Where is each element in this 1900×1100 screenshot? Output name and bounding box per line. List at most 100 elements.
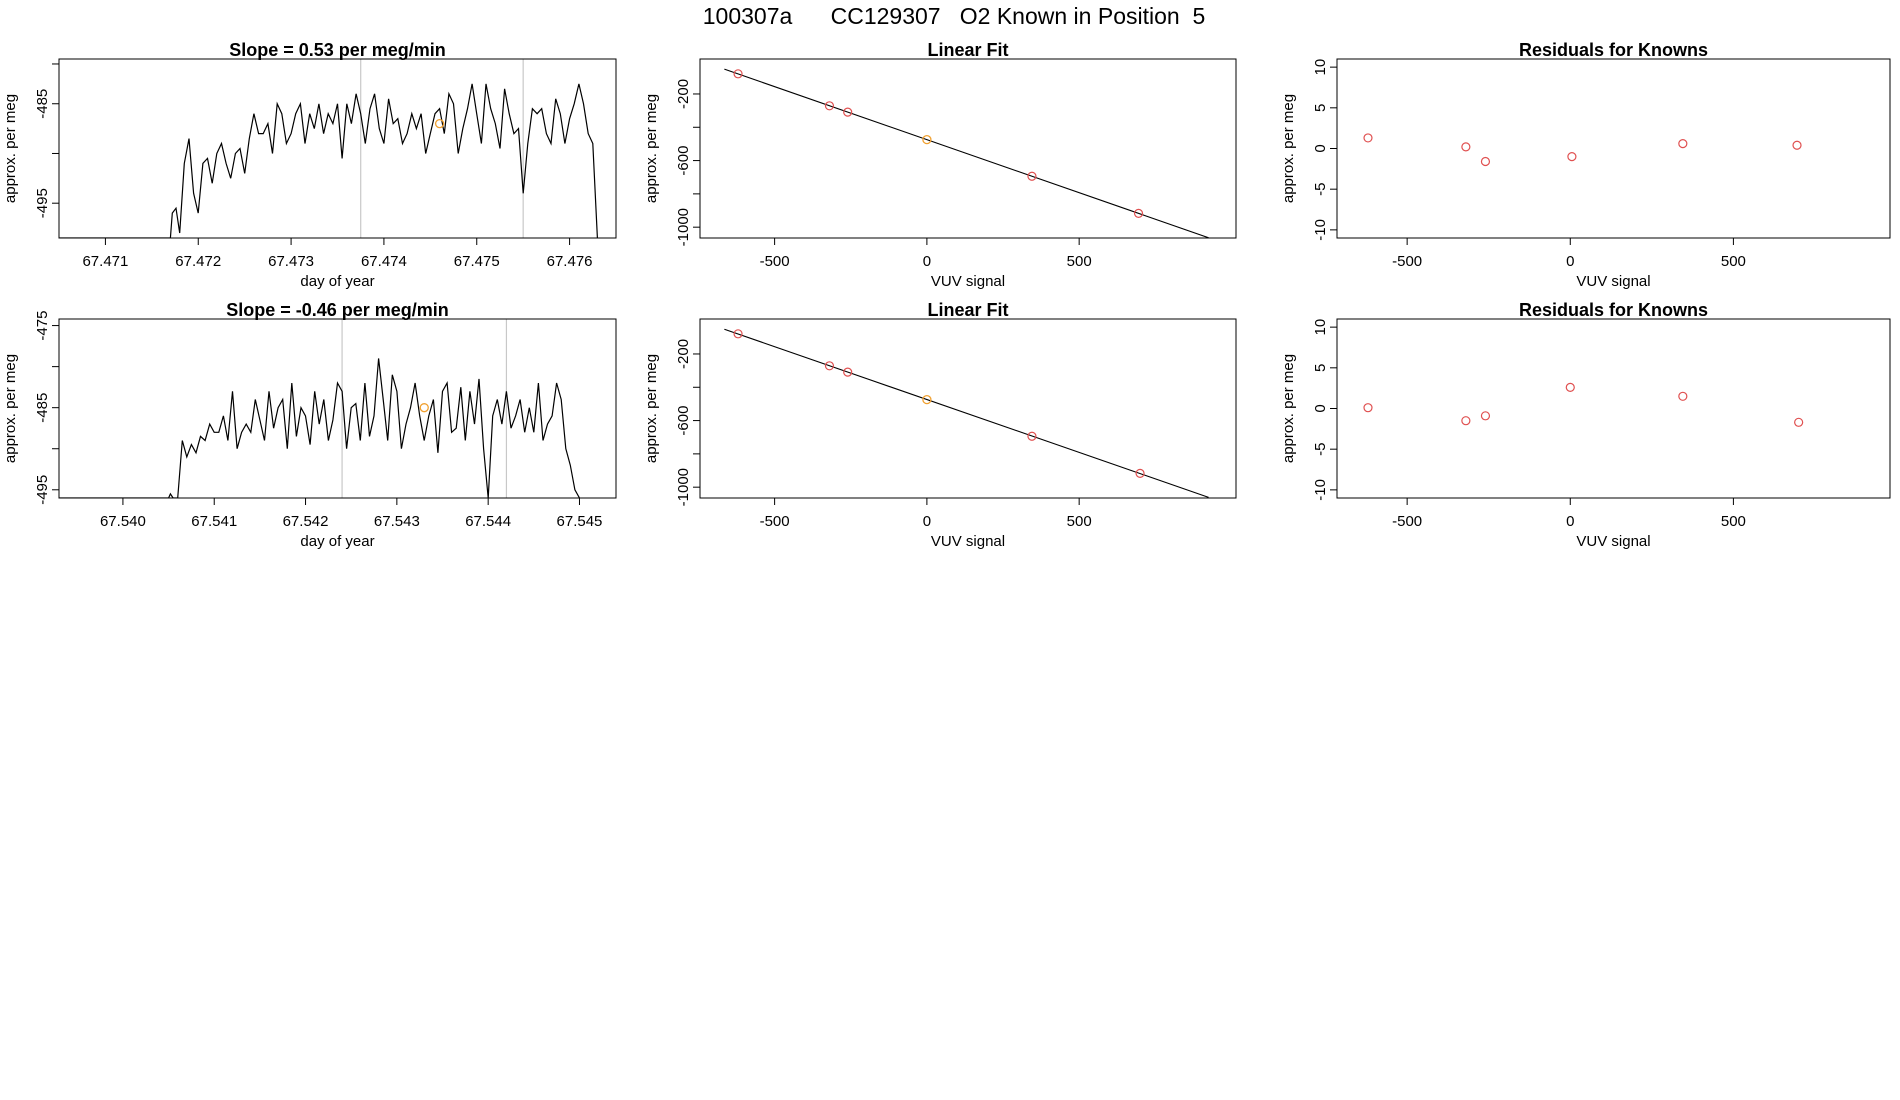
x-axis-label: VUV signal: [1576, 273, 1650, 290]
x-tick-label: -500: [1392, 513, 1422, 530]
panel-fit2: Linear Fit -500 0 500 -1000 -600 -200 VUV signa…: [643, 300, 1237, 550]
plot-area: [59, 59, 598, 238]
plot-area: [59, 319, 581, 498]
y-tick-label: -600: [675, 406, 692, 436]
series-line: [59, 358, 581, 498]
plot-frame: [699, 318, 1237, 499]
y-tick-label: -485: [34, 89, 51, 119]
y-tick-label: -495: [34, 188, 51, 218]
y-axis-label: approx. per meg: [643, 354, 660, 463]
fit-line: [724, 68, 1209, 238]
y-tick-label: -495: [34, 475, 51, 505]
known-data-point: [1792, 140, 1802, 150]
y-tick-label: -10: [1312, 219, 1329, 241]
x-axis-label: day of year: [300, 533, 374, 550]
known-data-point: [1135, 468, 1145, 478]
known-data-point: [1794, 417, 1804, 427]
x-tick-label: 67.541: [191, 513, 237, 530]
panel-ts2: Slope = -0.46 per meg/min 67.540 67.541 67.…: [2, 300, 617, 550]
plot-frame: [1336, 58, 1891, 239]
x-tick-label: 67.473: [268, 253, 314, 270]
x-tick-label: 67.545: [557, 513, 603, 530]
known-data-point: [1565, 382, 1575, 392]
panel-title: Residuals for Knowns: [1519, 300, 1708, 320]
plot-frame: [58, 318, 617, 499]
x-axis-label: day of year: [300, 273, 374, 290]
known-data-point: [733, 69, 743, 79]
fit-line: [724, 328, 1209, 498]
x-axis-label: VUV signal: [931, 273, 1005, 290]
plot-frame: [1336, 318, 1891, 499]
highlight-data-point: [419, 403, 429, 413]
known-data-point: [1678, 391, 1688, 401]
x-tick-label: -500: [1392, 253, 1422, 270]
panel-res2: Residuals for Knowns -500 0 500 -10 -5 0 5 10 VUV…: [1280, 300, 1891, 550]
x-tick-label: 67.472: [175, 253, 221, 270]
known-data-point: [1567, 152, 1577, 162]
y-tick-label: -485: [34, 393, 51, 423]
y-tick-label: 10: [1312, 59, 1329, 76]
x-tick-label: 500: [1067, 513, 1092, 530]
y-tick-label: -200: [675, 79, 692, 109]
highlight-data-point: [434, 118, 445, 129]
y-tick-label: -1000: [675, 468, 692, 506]
x-tick-label: 67.475: [454, 253, 500, 270]
known-data-point: [824, 101, 835, 111]
plot-area: [1363, 382, 1804, 427]
y-tick-label: 5: [1312, 364, 1329, 372]
series-line: [59, 83, 598, 238]
panel-ts1: Slope = 0.53 per meg/min 67.471 67.472 67.4…: [2, 40, 617, 290]
x-axis-label: VUV signal: [1576, 533, 1650, 550]
known-data-point: [1461, 142, 1471, 152]
y-tick-label: -1000: [675, 208, 692, 246]
figure-title: 100307a CC129307 O2 Known in Position 5: [703, 3, 1206, 29]
panel-fit1: Linear Fit -500 0 500 -1000 -600 -200 VUV signa…: [643, 40, 1237, 290]
x-tick-label: 67.540: [100, 513, 146, 530]
x-tick-label: 0: [1566, 253, 1574, 270]
known-data-point: [843, 107, 853, 117]
y-axis-label: approx. per meg: [1280, 354, 1297, 463]
y-tick-label: 0: [1312, 144, 1329, 152]
known-data-point: [843, 367, 853, 377]
panel-title: Slope = 0.53 per meg/min: [229, 40, 446, 60]
panel-title: Residuals for Knowns: [1519, 40, 1708, 60]
x-tick-label: -500: [760, 253, 790, 270]
x-tick-label: 0: [923, 253, 931, 270]
y-axis-label: approx. per meg: [643, 94, 660, 203]
x-tick-label: 500: [1721, 253, 1746, 270]
y-tick-label: -200: [675, 339, 692, 369]
y-tick-label: 0: [1312, 404, 1329, 412]
y-tick-label: 10: [1312, 319, 1329, 336]
panel-title: Linear Fit: [927, 40, 1008, 60]
plot-frame: [58, 58, 617, 239]
x-tick-label: 67.474: [361, 253, 407, 270]
y-tick-label: -475: [34, 311, 51, 341]
x-tick-label: 500: [1067, 253, 1092, 270]
x-tick-label: 0: [1566, 513, 1574, 530]
known-data-point: [1461, 416, 1471, 426]
highlight-data-point: [922, 134, 932, 145]
x-tick-label: 500: [1721, 513, 1746, 530]
y-tick-label: -10: [1312, 479, 1329, 501]
y-axis-label: approx. per meg: [2, 94, 19, 203]
known-data-point: [1027, 171, 1037, 181]
y-axis-label: approx. per meg: [1280, 94, 1297, 203]
plot-area: [724, 68, 1209, 238]
panel-title: Linear Fit: [927, 300, 1008, 320]
y-axis-label: approx. per meg: [2, 354, 19, 463]
plot-area: [1363, 133, 1802, 167]
plot-frame: [699, 58, 1237, 239]
known-data-point: [1027, 431, 1037, 441]
x-tick-label: 67.543: [374, 513, 420, 530]
known-data-point: [1363, 133, 1373, 143]
x-tick-label: 0: [923, 513, 931, 530]
y-tick-label: -5: [1312, 183, 1329, 196]
panel-title: Slope = -0.46 per meg/min: [226, 300, 449, 320]
known-data-point: [824, 361, 835, 371]
x-tick-label: -500: [760, 513, 790, 530]
x-tick-label: 67.476: [547, 253, 593, 270]
known-data-point: [1480, 156, 1491, 167]
known-data-point: [1363, 403, 1373, 413]
known-data-point: [1133, 208, 1144, 218]
